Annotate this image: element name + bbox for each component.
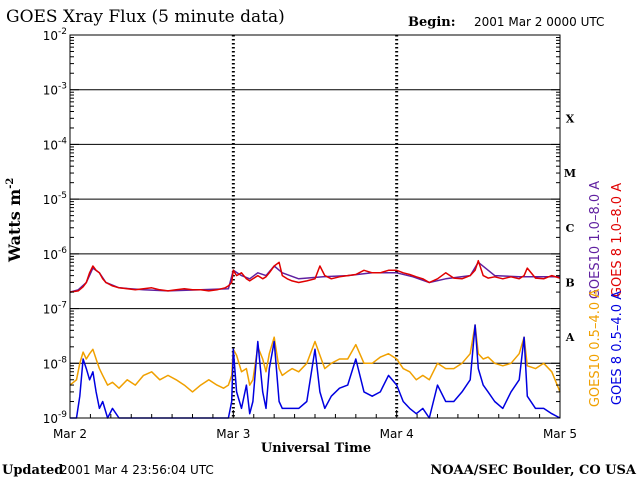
y-axis-label: Watts m-2	[5, 178, 24, 263]
flare-class-x: X	[566, 112, 575, 125]
series-goes8-short	[70, 324, 561, 419]
y-tick-label: 10-8	[43, 355, 68, 371]
flare-class-c: C	[566, 222, 575, 235]
series-layer	[69, 259, 561, 419]
flare-class-b: B	[565, 276, 574, 289]
flare-class-a: A	[565, 331, 575, 344]
y-tick-label: 10-5	[43, 191, 67, 207]
y-tick-label: 10-9	[43, 410, 68, 426]
chart-grid	[70, 34, 560, 419]
begin-value: 2001 Mar 2 0000 UTC	[474, 15, 604, 29]
y-tick-label: 10-7	[43, 301, 67, 317]
series-goes10-short	[69, 324, 561, 393]
updated-value: 2001 Mar 4 23:56:04 UTC	[60, 463, 214, 477]
legend-goes10-short: GOES10 0.5–4.0 A	[588, 289, 603, 407]
x-axis-ticks: Mar 2 Mar 3 Mar 4 Mar 5	[53, 410, 577, 441]
flare-class-m: M	[564, 167, 576, 180]
legend-goes10-long: GOES10 1.0–8.0 A	[588, 181, 603, 299]
x-tick-label: Mar 4	[380, 427, 414, 441]
series-goes8-long	[69, 259, 561, 293]
plot-frame	[69, 34, 561, 419]
begin-label: Begin:	[408, 15, 456, 30]
x-axis-label: Universal Time	[261, 441, 371, 456]
legend-goes8-long: GOES 8 1.0–8.0 A	[610, 183, 625, 297]
y-tick-label: 10-6	[43, 246, 68, 262]
x-tick-label: Mar 2	[53, 427, 87, 441]
y-tick-label: 10-2	[43, 27, 67, 43]
day-dividers	[231, 35, 399, 418]
y-tick-label: 10-4	[43, 136, 68, 152]
credit-text: NOAA/SEC Boulder, CO USA	[430, 463, 637, 478]
y-tick-label: 10-3	[43, 82, 67, 98]
chart-title: GOES Xray Flux (5 minute data)	[6, 7, 285, 27]
x-tick-label: Mar 3	[216, 427, 250, 441]
x-tick-label: Mar 5	[543, 427, 577, 441]
y-axis-ticks: 10-2 10-3 10-4 10-5 10-6 10-7 10-8 10-9	[43, 27, 560, 426]
updated-label: Updated	[2, 463, 63, 478]
flare-class-labels: X M C B A	[564, 112, 576, 344]
legend-goes8-short: GOES 8 0.5–4.0 A	[610, 291, 625, 405]
